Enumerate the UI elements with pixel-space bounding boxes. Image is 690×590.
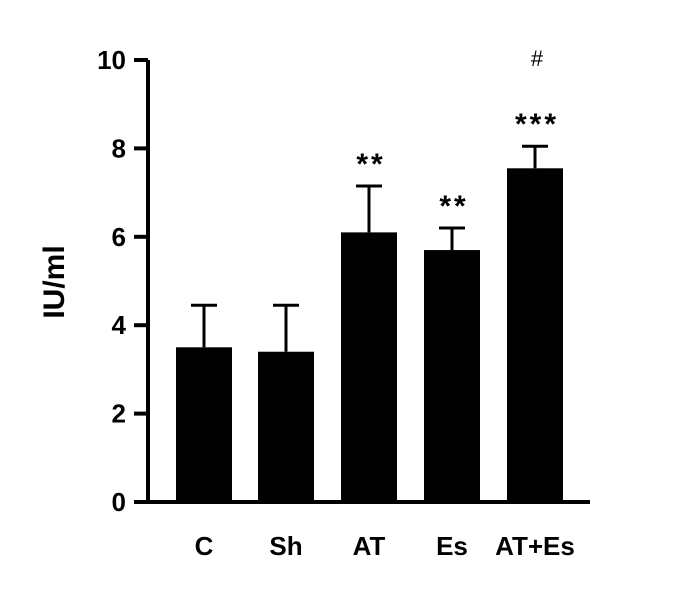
bar-c (176, 347, 232, 502)
bar-at (341, 232, 397, 502)
bar-at-es (507, 168, 563, 503)
y-tick-label: 8 (112, 133, 126, 163)
x-category-label: AT+Es (495, 531, 575, 561)
x-category-label: Sh (269, 531, 302, 561)
significance-label: *** (515, 108, 559, 141)
significance-label: ** (356, 148, 385, 181)
bar-es (424, 250, 480, 502)
y-tick-label: 6 (112, 222, 126, 252)
y-tick-label: 10 (97, 45, 126, 75)
x-category-label: C (195, 531, 214, 561)
y-tick-label: 4 (112, 310, 127, 340)
bar-sh (258, 351, 314, 502)
x-category-label: Es (436, 531, 468, 561)
x-category-label: AT (353, 531, 386, 561)
y-axis-title: IU/ml (38, 245, 71, 318)
y-tick-label: 0 (112, 487, 126, 517)
hash-annotation: # (531, 46, 544, 71)
y-tick-label: 2 (112, 399, 126, 429)
significance-label: ** (439, 190, 468, 223)
